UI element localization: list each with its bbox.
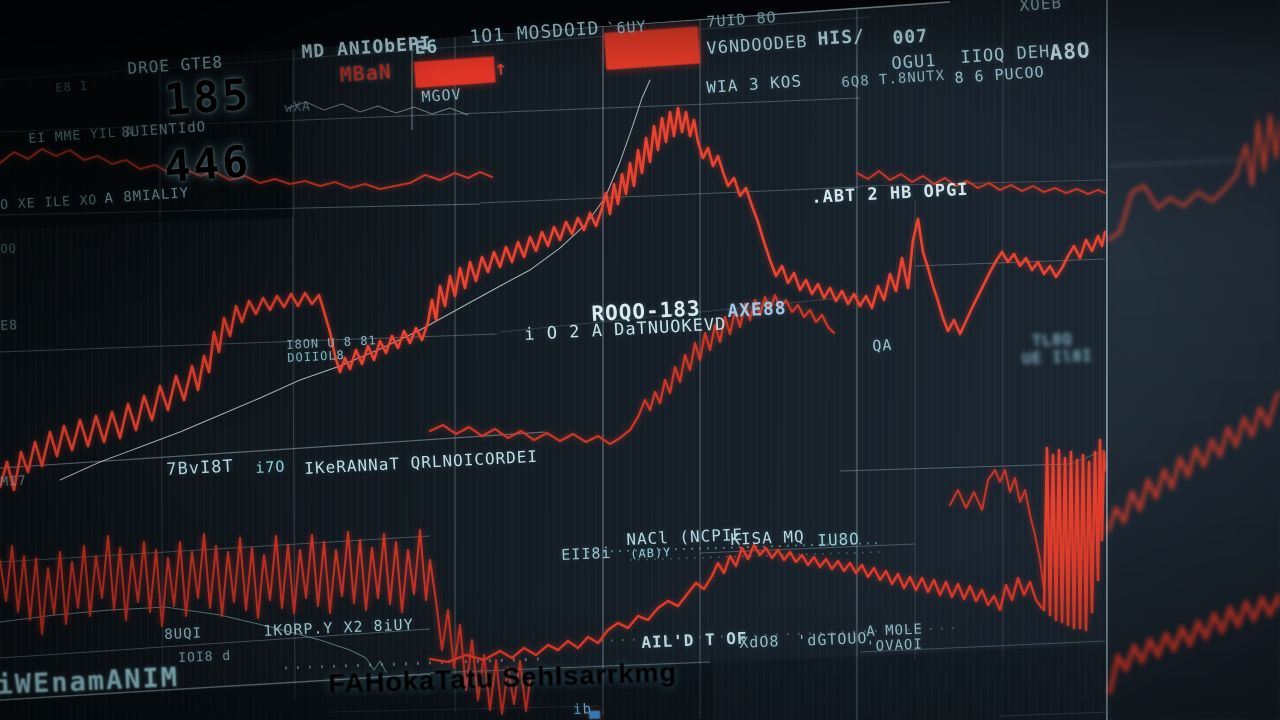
axis-label: 'OVAOI — [865, 636, 924, 655]
bottom-mark: ib — [572, 701, 593, 718]
grid-line — [1109, 159, 1241, 167]
axis-label: IOI8 d — [177, 648, 232, 666]
red-tall-bars-series — [1042, 438, 1107, 632]
row-label: (AB)Y — [629, 545, 672, 561]
blurred-board-text: TL8Q — [1031, 329, 1073, 350]
bottom-left-big-text: iWEnamANIM — [0, 662, 180, 701]
grid-line — [292, 339, 296, 701]
red-ticker-box-1 — [414, 56, 496, 88]
axis-label: 8UQI — [163, 625, 203, 643]
cell-note: E8 I — [54, 78, 89, 95]
panel-red-low-series — [1107, 593, 1280, 695]
shade-polygon — [712, 645, 1105, 720]
panel-red-lines — [1094, 113, 1280, 695]
left-edge-note: MI7 — [0, 473, 28, 490]
blurred-board-text: UE Il8I — [1021, 346, 1093, 368]
grid-line — [839, 463, 1071, 472]
panel-red-mid-series — [1106, 390, 1280, 534]
axis-label: AIL'D T OF — [640, 628, 748, 652]
grid-line — [479, 186, 861, 204]
red-ticker-label: MBaN — [338, 59, 393, 87]
row-label: KISA MQ — [729, 526, 806, 549]
ticker-value: 007 — [891, 25, 929, 49]
up-arrow-icon: ↑ — [493, 55, 509, 80]
left-edge-note: OQ — [0, 241, 18, 256]
axis-label: 'dGTOUO — [796, 628, 868, 650]
cell-note: `6UY — [605, 17, 648, 38]
left-edge-note: E8 — [0, 318, 19, 334]
panel-red-top-series — [1094, 113, 1280, 252]
row-label: i7O — [254, 457, 286, 477]
cell-note: XOEB — [1018, 0, 1063, 15]
ticker-symbol: A8O — [1048, 38, 1092, 65]
big-number-primary: 185 — [162, 69, 253, 126]
row-label: IU8O — [816, 529, 861, 550]
row-label: 7BvI8T — [165, 456, 235, 480]
ticker-symbol: E6 — [413, 36, 439, 59]
grid-line — [159, 217, 164, 701]
chart-annotation: QA — [871, 335, 893, 355]
blurred-right-panel: MUE88O8/8 8O8U8E8 E8 8O8 888O88(8I8TO 8T… — [1094, 0, 1280, 720]
chart-annotation: DOIIOL8 — [286, 347, 346, 365]
axis-label: XdO8 — [738, 632, 780, 652]
cell-note: MGOV — [420, 85, 463, 106]
big-number-secondary: 446 — [162, 136, 253, 193]
ticker-symbol: HIS/ — [816, 25, 866, 50]
red-upper-right-drop-series — [949, 469, 1045, 591]
row-label: EII8i — [560, 543, 612, 564]
faint-mark: wXA — [283, 99, 312, 116]
chart-annotation: AXE88 — [726, 297, 788, 322]
panel-chart-canvas — [1094, 113, 1280, 695]
panel-grid-lines — [1109, 159, 1241, 167]
